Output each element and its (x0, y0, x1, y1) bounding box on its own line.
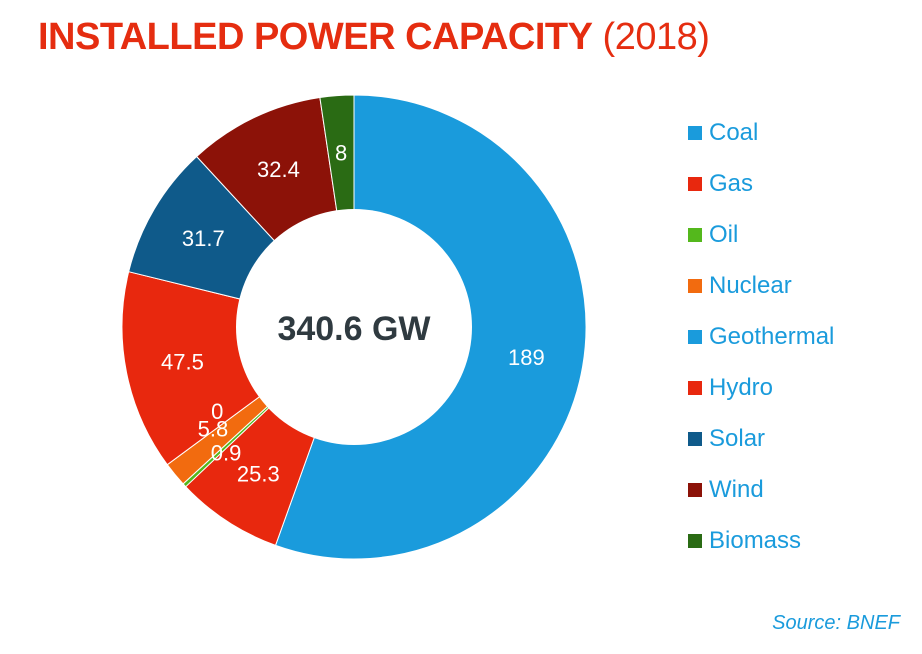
donut-hole (236, 209, 472, 445)
legend: Coal Gas Oil Nuclear Geothermal Hydro Solar Win… (688, 107, 834, 567)
legend-swatch (688, 381, 702, 396)
legend-swatch (688, 483, 702, 498)
legend-swatch (688, 176, 702, 191)
legend-item-hydro: Hydro (688, 362, 834, 413)
center-total-label: 340.6 GW (277, 310, 431, 348)
chart-title-year: (2018) (602, 16, 710, 58)
legend-label: Nuclear (709, 271, 792, 299)
legend-item-coal: Coal (688, 107, 834, 158)
legend-item-geothermal: Geothermal (688, 311, 834, 362)
legend-swatch (688, 329, 702, 344)
legend-item-biomass: Biomass (688, 516, 834, 567)
legend-item-wind: Wind (688, 465, 834, 516)
legend-swatch (688, 278, 702, 293)
data-label-wind: 32.4 (257, 157, 300, 182)
legend-label: Geothermal (709, 322, 835, 350)
legend-item-gas: Gas (688, 158, 834, 209)
data-label-biomass: 8 (335, 141, 347, 166)
data-label-hydro: 47.5 (161, 349, 204, 374)
legend-item-nuclear: Nuclear (688, 260, 834, 311)
data-label-nuclear: 5.8 (198, 416, 229, 441)
data-label-oil: 0.9 (211, 440, 242, 465)
legend-label: Oil (709, 220, 739, 248)
legend-swatch (688, 125, 702, 140)
data-label-solar: 31.7 (182, 226, 225, 251)
chart-title-main: INSTALLED POWER CAPACITY (38, 16, 593, 58)
data-label-coal: 189 (508, 345, 545, 370)
legend-swatch (688, 534, 702, 549)
legend-label: Wind (709, 476, 764, 504)
legend-label: Gas (709, 169, 754, 197)
legend-label: Solar (709, 425, 766, 453)
legend-label: Biomass (709, 527, 802, 555)
legend-swatch (688, 227, 702, 242)
legend-swatch (688, 432, 702, 447)
data-label-geothermal: 0 (211, 399, 223, 424)
data-label-gas: 25.3 (237, 462, 280, 487)
source-note: Source: BNEF (772, 612, 900, 634)
legend-item-oil: Oil (688, 209, 834, 260)
legend-label: Hydro (709, 374, 774, 402)
data-labels-group: 189 25.30.95.80 47.5 31.7 32.4 8 (161, 141, 545, 487)
chart-title: INSTALLED POWER CAPACITY (2018) (38, 16, 710, 59)
legend-item-solar: Solar (688, 414, 834, 465)
legend-label: Coal (709, 118, 759, 146)
